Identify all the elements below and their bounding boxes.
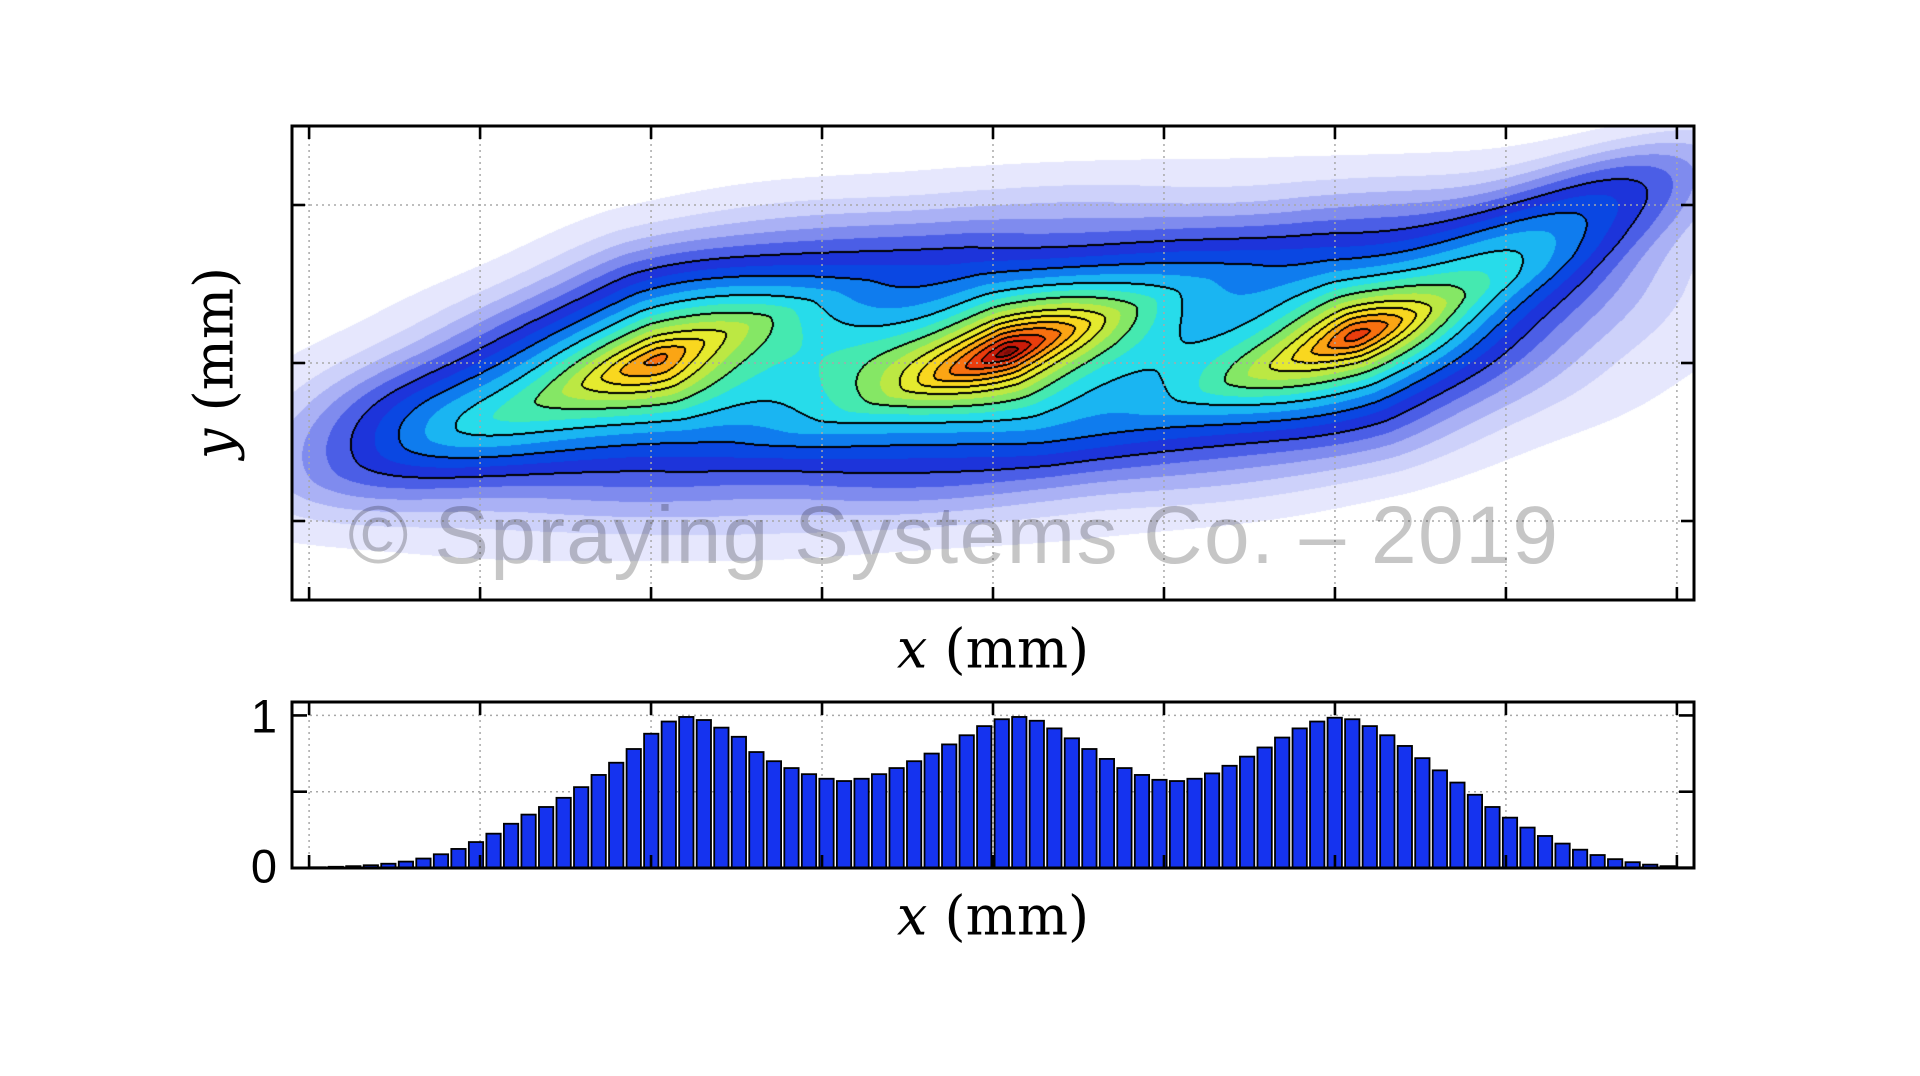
bar — [1151, 778, 1168, 869]
bar — [1116, 767, 1133, 869]
contour-ticks — [292, 126, 1694, 600]
bar-xlabel: x (mm) — [897, 885, 1089, 948]
xlabel-variable: x — [896, 617, 928, 681]
bar — [1519, 826, 1536, 869]
bar — [1449, 781, 1466, 869]
bar — [1011, 716, 1028, 869]
bar — [1291, 727, 1308, 869]
bar — [888, 767, 905, 869]
bar — [993, 718, 1010, 869]
bar — [958, 734, 975, 869]
bar — [1063, 737, 1080, 869]
bar — [608, 761, 625, 869]
bar — [1414, 757, 1431, 869]
bar — [1554, 842, 1571, 869]
bar — [1536, 835, 1554, 869]
bar — [485, 832, 502, 869]
bar — [1046, 727, 1063, 869]
bar — [730, 735, 747, 869]
bar-series — [292, 716, 1694, 869]
bar — [1431, 769, 1448, 869]
bar — [906, 760, 923, 869]
bar — [625, 748, 642, 869]
bar — [818, 777, 835, 869]
bar — [1186, 777, 1203, 869]
ylabel-variable: y — [182, 428, 246, 460]
bar — [678, 716, 695, 869]
bar — [1466, 793, 1484, 869]
bar-frame — [290, 700, 1696, 870]
bar — [432, 853, 450, 869]
bar — [1256, 746, 1273, 869]
bar-ytick-label-0: 0 — [250, 839, 277, 893]
bar-ytick-label-1: 1 — [250, 689, 277, 743]
contour-ylabel: y (mm) — [183, 267, 246, 459]
bar-ticks — [292, 702, 1694, 868]
bar — [1309, 720, 1326, 869]
bar — [1028, 719, 1045, 869]
bar — [1484, 806, 1501, 869]
bar — [1081, 748, 1098, 869]
bar — [976, 725, 993, 869]
contour-frame — [290, 124, 1696, 602]
bar — [520, 813, 537, 869]
bar — [643, 732, 660, 869]
bar — [853, 777, 870, 869]
bar — [835, 780, 853, 869]
bar — [695, 719, 712, 869]
bar — [1204, 772, 1221, 869]
bar — [800, 773, 818, 869]
bar — [1133, 774, 1151, 869]
bar — [713, 726, 730, 869]
bar — [538, 806, 555, 869]
bar-gridlines — [292, 702, 1694, 868]
bar — [923, 752, 940, 869]
bar — [502, 822, 520, 869]
ylabel-units: (mm) — [182, 266, 246, 429]
bar — [1589, 854, 1606, 869]
bar — [941, 743, 958, 869]
bar — [1396, 745, 1413, 869]
bar — [573, 786, 590, 869]
bar — [1098, 758, 1115, 869]
bar — [1361, 725, 1378, 869]
bar — [1344, 718, 1361, 869]
bar — [450, 848, 467, 869]
xlabel2-units: (mm) — [927, 884, 1090, 948]
bar — [590, 774, 607, 869]
bar — [1572, 848, 1589, 869]
bar — [555, 796, 572, 869]
contour-xlabel: x (mm) — [897, 618, 1089, 681]
bar — [748, 751, 765, 869]
bar — [660, 720, 677, 869]
bar — [783, 767, 800, 869]
bar — [871, 773, 888, 869]
bar — [1221, 764, 1238, 869]
bar — [765, 760, 783, 869]
xlabel2-variable: x — [896, 884, 928, 948]
bar — [1326, 716, 1343, 869]
contour-grid — [292, 126, 1694, 600]
bar — [1168, 780, 1186, 869]
bar — [1274, 736, 1291, 869]
bar — [1239, 755, 1256, 869]
bar — [1379, 734, 1396, 869]
xlabel-units: (mm) — [927, 617, 1090, 681]
